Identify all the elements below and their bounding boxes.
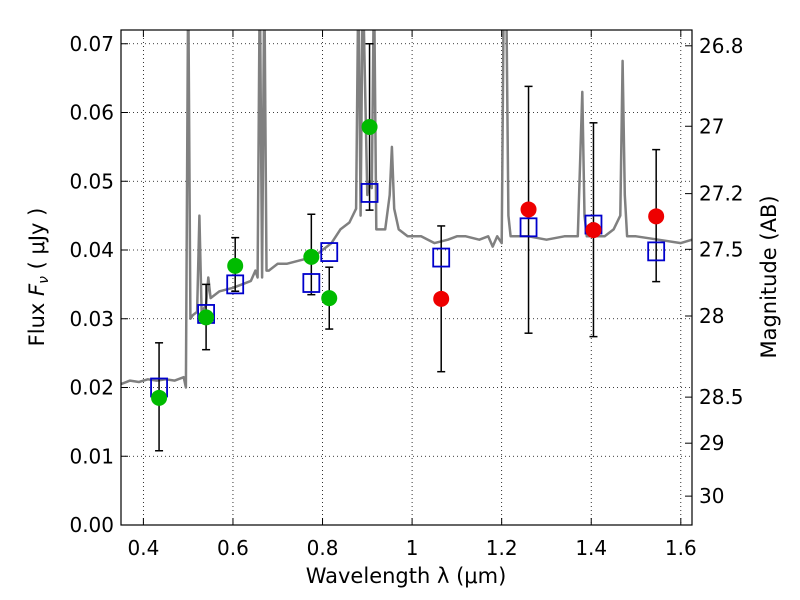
model-flux-square [360, 183, 379, 203]
magnitude-tick-label: 27 [699, 114, 724, 138]
flux-point [585, 222, 602, 239]
flux-point [151, 389, 168, 406]
x-tick-label: 1.2 [486, 536, 518, 560]
flux-point [321, 290, 338, 307]
right-axis-label: Magnitude (AB) [757, 195, 781, 358]
magnitude-tick-label: 27.5 [699, 237, 744, 261]
magnitude-tick-label: 27.2 [699, 182, 744, 206]
y-tick-label: 0.03 [69, 307, 114, 331]
flux-point [227, 257, 244, 274]
tick-labels: 0.4 0.6 0.8 1 1.2 1.4 1.6 0.00 0.01 0.02 0.03 0.04 0… [69, 32, 743, 560]
y-tick-label: 0.02 [69, 376, 114, 400]
x-tick-label: 0.8 [307, 536, 339, 560]
model-flux-square [432, 247, 451, 268]
magnitude-tick-label: 29 [699, 431, 724, 455]
model-flux-square [519, 217, 538, 238]
magnitude-tick-label: 26.8 [699, 34, 744, 58]
y-axis-label-prefix: Flux [25, 296, 49, 346]
model-flux-square [302, 273, 321, 293]
y-tick-label: 0.06 [69, 101, 114, 125]
magnitude-tick-label: 28.5 [699, 385, 744, 409]
y-tick-label: 0.04 [69, 238, 114, 262]
model-flux-square [647, 241, 666, 262]
y-tick-label: 0.00 [69, 513, 114, 537]
x-tick-label: 0.6 [217, 536, 249, 560]
model-flux-square [226, 274, 245, 295]
grid [121, 30, 692, 526]
x-axis-label: Wavelength λ (μm) [306, 564, 507, 588]
magnitude-tick-label: 30 [699, 484, 724, 508]
x-tick-label: 1.6 [665, 536, 697, 560]
flux-point [198, 309, 215, 326]
y-tick-label: 0.01 [69, 444, 114, 468]
plot-background [121, 30, 692, 525]
y-tick-label: 0.05 [69, 169, 114, 193]
x-tick-label: 1 [406, 536, 419, 560]
magnitude-tick-label: 28 [699, 304, 724, 328]
flux-point [648, 208, 665, 225]
y-axis-label-symbol: F [25, 283, 49, 296]
series-layer [121, 30, 692, 452]
x-tick-label: 1.4 [575, 536, 607, 560]
y-tick-label: 0.07 [69, 32, 114, 56]
y-axis-label-suffix: ( μJy ) [25, 208, 49, 276]
flux-point [433, 290, 450, 307]
plot-frame [120, 29, 693, 526]
flux-point [520, 201, 537, 218]
ticks [121, 30, 692, 526]
flux-point [361, 118, 378, 135]
x-tick-label: 0.4 [127, 536, 159, 560]
y-axis-label: Flux Fν ( μJy ) [25, 208, 52, 347]
y-axis-label-subscript: ν [36, 276, 52, 284]
flux-point [303, 248, 320, 265]
model-flux-square [320, 242, 339, 262]
